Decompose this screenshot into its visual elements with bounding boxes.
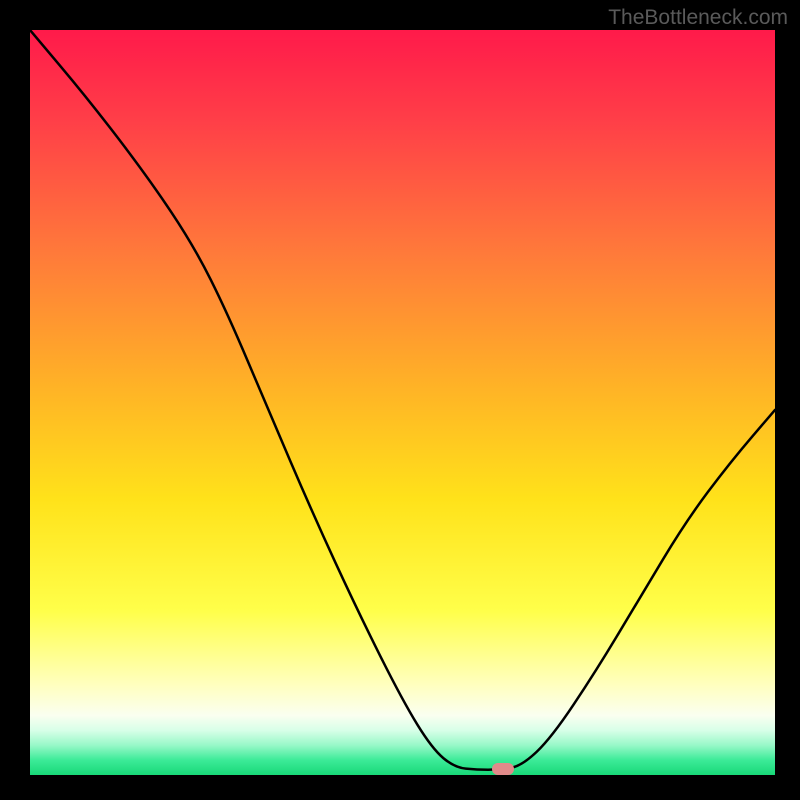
plot-area (30, 30, 775, 775)
watermark-text: TheBottleneck.com (608, 6, 788, 30)
bottleneck-curve (30, 30, 775, 775)
optimal-marker (492, 763, 514, 775)
